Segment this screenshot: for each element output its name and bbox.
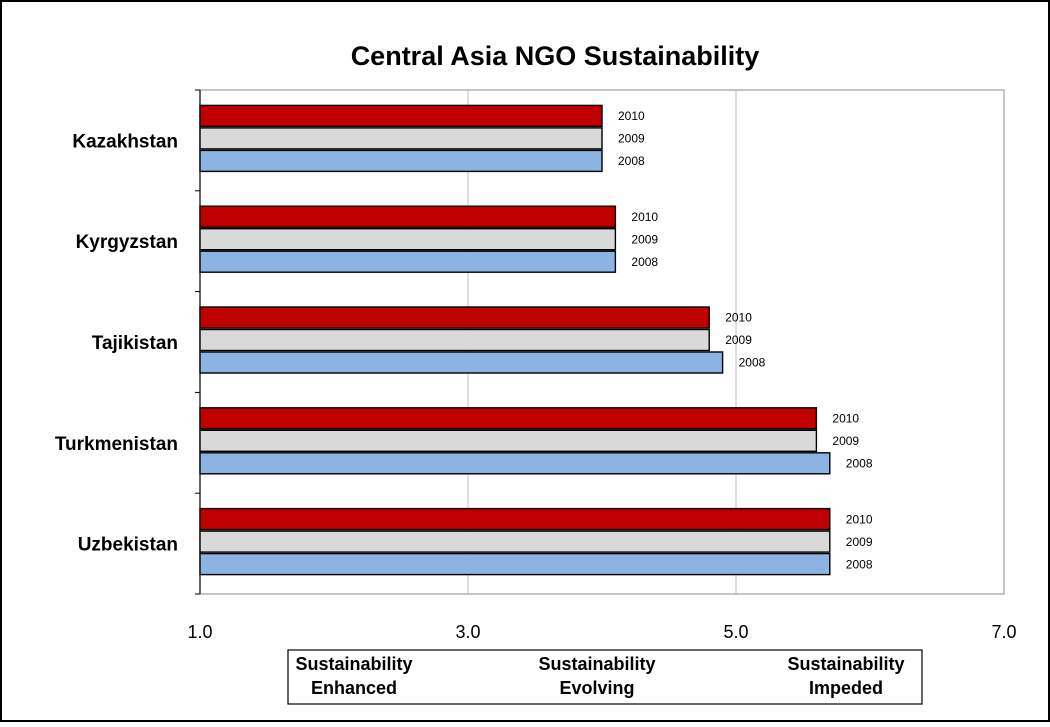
scale-legend-line2: Enhanced <box>311 678 397 698</box>
bar-2009-kazakhstan <box>199 127 603 150</box>
scale-legend-line1: Sustainability <box>787 654 904 674</box>
bar-data-label: 2009 <box>631 232 658 246</box>
x-tick-label: 3.0 <box>455 622 480 642</box>
bar-2009-turkmenistan <box>199 429 818 452</box>
bar-2010-kazakhstan <box>199 104 603 128</box>
bar-data-label: 2009 <box>618 132 645 146</box>
bar-data-label: 2009 <box>846 535 873 549</box>
scale-legend-line1: Sustainability <box>295 654 412 674</box>
category-label: Kyrgyzstan <box>76 232 178 253</box>
chart-title: Central Asia NGO Sustainability <box>351 41 760 71</box>
plot-area: Kazakhstan 2010 2009 2008 Kyrgyzstan 2010 2009… <box>55 89 1017 642</box>
scale-legend-line2: Evolving <box>559 678 634 698</box>
bar-2008-kazakhstan <box>199 149 603 173</box>
x-tick-label: 7.0 <box>991 622 1016 642</box>
category-label: Tajikistan <box>92 333 178 354</box>
bar-2009-uzbekistan <box>199 530 831 553</box>
category-label: Kazakhstan <box>72 131 178 152</box>
bar-data-label: 2010 <box>618 109 645 123</box>
bar-2009-kyrgyzstan <box>199 227 617 251</box>
bar-2008-kyrgyzstan <box>199 250 617 273</box>
category-label: Uzbekistan <box>78 535 178 556</box>
bar-data-label: 2010 <box>832 411 859 425</box>
bar-data-label: 2008 <box>739 356 766 370</box>
bar-2010-uzbekistan <box>199 507 831 531</box>
scale-legend-line1: Sustainability <box>538 654 655 674</box>
bar-data-label: 2010 <box>725 311 752 325</box>
bar-2008-turkmenistan <box>199 452 831 475</box>
bar-data-label: 2010 <box>846 512 873 526</box>
bar-2008-tajikistan <box>199 351 724 374</box>
bar-data-label: 2008 <box>846 557 873 571</box>
bar-data-label: 2010 <box>631 210 658 224</box>
x-tick-label: 5.0 <box>723 622 748 642</box>
scale-legend: Sustainability Enhanced Sustainability Evol… <box>287 649 923 705</box>
category-label: Turkmenistan <box>55 434 178 455</box>
bar-2010-tajikistan <box>199 306 710 329</box>
bar-data-label: 2008 <box>618 154 645 168</box>
bar-data-label: 2008 <box>631 255 658 269</box>
bar-data-label: 2008 <box>846 456 873 470</box>
bar-2009-tajikistan <box>199 328 710 352</box>
bar-2010-kyrgyzstan <box>199 205 617 228</box>
scale-legend-line2: Impeded <box>809 678 883 698</box>
bar-data-label: 2009 <box>832 434 859 448</box>
bar-data-label: 2009 <box>725 333 752 347</box>
scale-legend-box <box>287 649 923 705</box>
bar-2008-uzbekistan <box>199 552 831 576</box>
bar-2010-turkmenistan <box>199 407 818 430</box>
x-tick-label: 1.0 <box>187 622 212 642</box>
